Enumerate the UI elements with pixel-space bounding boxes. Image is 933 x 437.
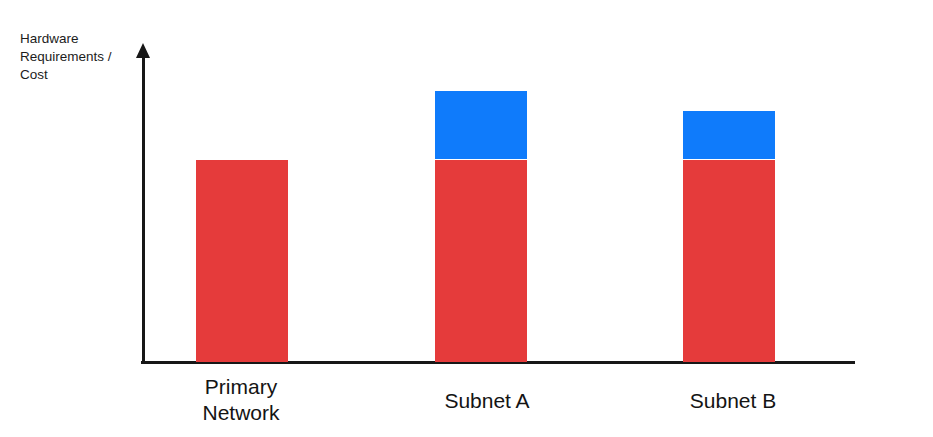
y-axis-line — [142, 55, 145, 363]
bar-subnet-b-base-red-segment — [683, 160, 775, 363]
bar-subnet-b-overhead-blue-segment — [683, 111, 775, 160]
chart: Hardware Requirements / Cost Primary Net… — [0, 0, 933, 437]
bar-primary-network-base-red-segment — [196, 160, 288, 363]
x-label-primary-network: Primary Network — [181, 374, 301, 425]
x-label-subnet-b: Subnet B — [653, 388, 813, 414]
bar-subnet-a-base-red-segment — [435, 160, 527, 363]
bar-subnet-a-overhead-blue-segment — [435, 91, 527, 160]
x-label-subnet-a: Subnet A — [407, 388, 567, 414]
y-axis-label: Hardware Requirements / Cost — [20, 30, 126, 84]
